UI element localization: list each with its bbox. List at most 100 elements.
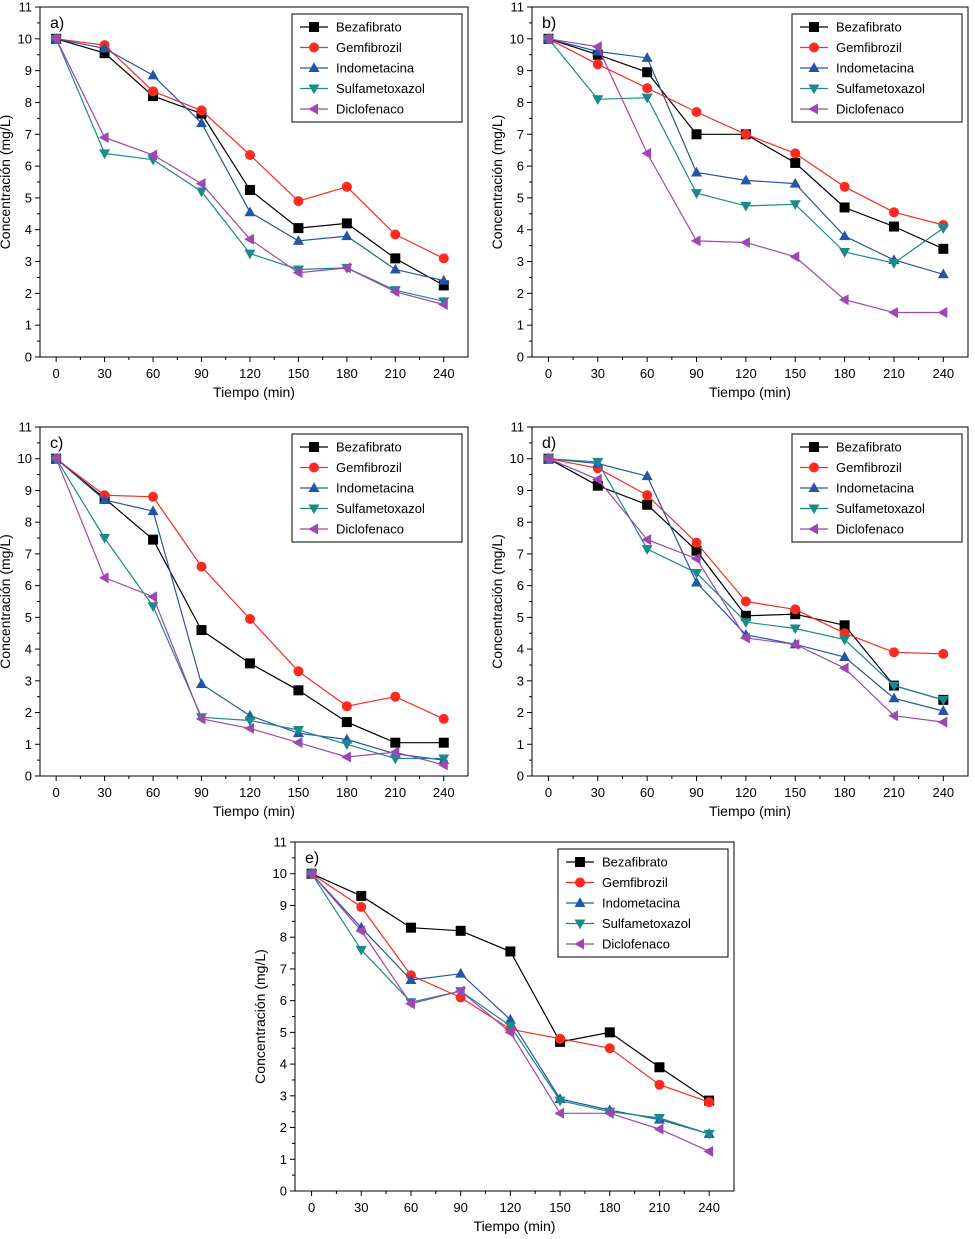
- legend-label: Bezafibrato: [836, 20, 902, 35]
- x-tick-label: 30: [97, 785, 111, 800]
- data-point: [740, 201, 752, 212]
- data-point: [390, 229, 401, 240]
- y-tick-label: 5: [280, 1025, 287, 1040]
- y-tick-label: 9: [517, 63, 524, 78]
- x-axis-title: Tiempo (min): [709, 384, 791, 400]
- legend: Bezafibrato Gemfibrozil Indometacina Sulfam…: [791, 433, 963, 543]
- data-point: [244, 722, 254, 734]
- legend-marker: [309, 42, 319, 53]
- y-tick-label: 1: [517, 318, 524, 333]
- legend-marker: [574, 919, 586, 930]
- data-point: [641, 470, 653, 481]
- data-point: [839, 202, 850, 213]
- data-point: [789, 251, 800, 263]
- x-tick-label: 210: [384, 785, 406, 800]
- y-tick-label: 11: [511, 420, 525, 435]
- y-tick-label: 7: [25, 546, 32, 561]
- data-point: [938, 648, 949, 659]
- data-point: [691, 545, 702, 556]
- data-point: [438, 737, 449, 748]
- data-point: [937, 268, 949, 279]
- y-tick-label: 11: [511, 0, 525, 15]
- legend-marker: [308, 504, 320, 515]
- y-tick-label: 0: [25, 769, 32, 784]
- data-point: [196, 625, 207, 636]
- x-tick-label: 150: [288, 785, 310, 800]
- y-tick-label: 7: [280, 961, 287, 976]
- data-point: [505, 946, 516, 957]
- x-tick-label: 0: [53, 785, 60, 800]
- data-point: [341, 218, 352, 229]
- x-tick-label: 240: [932, 366, 954, 381]
- data-point: [98, 131, 109, 143]
- legend-label: Bezafibrato: [836, 440, 902, 455]
- data-point: [839, 620, 850, 631]
- chart-panel: 0 1 2 3 4 5 6 7 8 9 10 11 0 30 60 90 120 150 180 210 240 Tiem…: [0, 420, 469, 819]
- y-tick-label: 1: [517, 737, 524, 752]
- x-tick-label: 0: [545, 366, 552, 381]
- data-point: [790, 148, 801, 159]
- y-tick-label: 0: [25, 350, 32, 365]
- data-point: [293, 223, 304, 234]
- data-point: [438, 253, 449, 264]
- data-point: [244, 716, 256, 727]
- data-point: [937, 716, 948, 728]
- data-point: [789, 200, 801, 211]
- data-point: [554, 1107, 565, 1119]
- x-tick-label: 240: [433, 785, 455, 800]
- data-point: [438, 754, 450, 765]
- x-tick-label: 60: [404, 1200, 418, 1215]
- data-point: [592, 95, 604, 106]
- x-tick-label: 30: [97, 366, 111, 381]
- data-point: [504, 1022, 516, 1032]
- legend-label: Gemfibrozil: [836, 40, 902, 55]
- data-point: [454, 985, 465, 997]
- y-tick-label: 3: [280, 1088, 287, 1103]
- x-tick-label: 0: [308, 1200, 315, 1215]
- data-point: [641, 534, 652, 546]
- data-point: [341, 740, 353, 751]
- legend-marker: [809, 462, 819, 473]
- data-point: [390, 253, 401, 264]
- y-tick-label: 5: [25, 190, 32, 205]
- legend-label: Gemfibrozil: [602, 875, 668, 890]
- data-point: [50, 453, 61, 465]
- y-tick-label: 11: [19, 0, 33, 15]
- data-point: [389, 286, 400, 298]
- data-point: [888, 710, 898, 722]
- y-tick-label: 4: [517, 642, 524, 657]
- data-point: [790, 157, 801, 168]
- data-point: [293, 685, 304, 696]
- x-tick-label: 210: [883, 785, 905, 800]
- y-tick-label: 0: [280, 1184, 287, 1199]
- y-tick-label: 6: [25, 159, 32, 174]
- y-tick-label: 4: [517, 222, 524, 237]
- y-tick-label: 6: [517, 159, 524, 174]
- x-tick-label: 120: [500, 1200, 522, 1215]
- x-tick-label: 90: [194, 785, 208, 800]
- y-tick-label: 1: [280, 1152, 287, 1167]
- data-point: [740, 596, 751, 607]
- data-point: [789, 638, 800, 650]
- data-point: [292, 235, 304, 245]
- data-point: [292, 267, 303, 279]
- y-tick-label: 10: [18, 451, 32, 466]
- data-point: [504, 1013, 516, 1024]
- data-point: [341, 181, 352, 192]
- panel-label: e): [305, 850, 319, 867]
- x-tick-label: 240: [433, 366, 455, 381]
- legend-marker: [309, 442, 319, 452]
- data-point: [839, 635, 851, 646]
- data-point: [704, 1097, 715, 1108]
- data-point: [888, 221, 899, 232]
- data-point: [691, 576, 703, 587]
- legend-marker: [308, 84, 320, 95]
- data-point: [455, 967, 467, 978]
- legend-label: Indometacina: [836, 481, 915, 496]
- legend-label: Diclofenaco: [336, 102, 404, 117]
- x-tick-label: 90: [689, 785, 703, 800]
- data-point: [244, 658, 255, 669]
- y-axis-title: Concentración (mg/L): [0, 534, 13, 669]
- x-axis-title: Tiempo (min): [213, 803, 295, 819]
- data-point: [691, 107, 702, 117]
